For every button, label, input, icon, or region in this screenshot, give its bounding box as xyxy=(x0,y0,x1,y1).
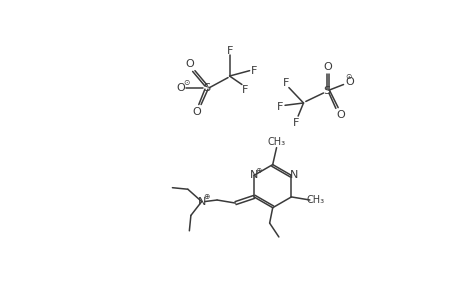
Text: CH₃: CH₃ xyxy=(306,195,325,205)
Text: S: S xyxy=(322,86,330,96)
Text: F: F xyxy=(251,66,257,76)
Text: ⊕: ⊕ xyxy=(255,166,261,175)
Text: O: O xyxy=(185,59,194,70)
Text: ⊙: ⊙ xyxy=(183,78,189,87)
Text: F: F xyxy=(282,78,288,88)
Text: O: O xyxy=(175,82,184,93)
Text: F: F xyxy=(241,85,248,95)
Text: O: O xyxy=(192,107,201,117)
Text: O: O xyxy=(322,62,331,72)
Text: S: S xyxy=(202,82,210,93)
Text: CH₃: CH₃ xyxy=(267,137,285,147)
Text: F: F xyxy=(226,46,232,56)
Text: ⊕: ⊕ xyxy=(203,192,209,201)
Text: N: N xyxy=(249,170,257,180)
Text: F: F xyxy=(276,102,282,112)
Text: F: F xyxy=(292,118,298,128)
Text: N: N xyxy=(289,170,297,180)
Text: N: N xyxy=(197,196,206,206)
Text: O: O xyxy=(336,110,344,119)
Text: O: O xyxy=(345,77,353,87)
Text: ⊙: ⊙ xyxy=(344,72,351,81)
